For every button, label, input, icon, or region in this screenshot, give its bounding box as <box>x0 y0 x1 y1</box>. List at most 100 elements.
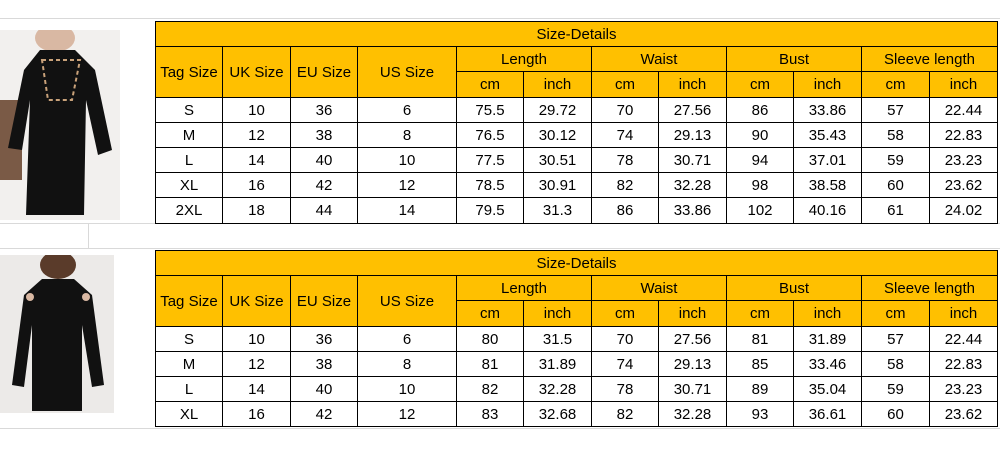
table-cell: 93 <box>726 401 794 427</box>
table-cell: 60 <box>861 172 930 198</box>
table-cell: 2XL <box>155 197 223 224</box>
table-cell: 8 <box>357 351 457 377</box>
table-cell: 35.43 <box>793 122 862 148</box>
group-header: Sleeve length <box>861 275 998 301</box>
table-cell: 80 <box>456 326 524 352</box>
group-header: Bust <box>726 46 862 72</box>
sheet-line <box>88 223 89 248</box>
unit-header: cm <box>456 300 524 327</box>
unit-header: cm <box>861 300 930 327</box>
unit-header: cm <box>861 71 930 98</box>
unit-header: cm <box>456 71 524 98</box>
column-header: UK Size <box>222 275 291 327</box>
table-cell: 30.71 <box>658 376 727 402</box>
table-cell: 38.58 <box>793 172 862 198</box>
table-title: Size-Details <box>155 250 998 276</box>
table-cell: 82 <box>456 376 524 402</box>
table-cell: 36 <box>290 97 358 123</box>
table-cell: 23.62 <box>929 401 998 427</box>
table-cell: 38 <box>290 351 358 377</box>
table-cell: 33.86 <box>658 197 727 224</box>
table-cell: 29.72 <box>523 97 592 123</box>
table-cell: 10 <box>357 147 457 173</box>
table-cell: M <box>155 351 223 377</box>
unit-header: inch <box>523 71 592 98</box>
column-header: EU Size <box>290 275 358 327</box>
table-cell: 23.62 <box>929 172 998 198</box>
table-cell: 31.5 <box>523 326 592 352</box>
table-cell: 16 <box>222 172 291 198</box>
table-cell: 102 <box>726 197 794 224</box>
table-cell: 82 <box>591 401 659 427</box>
table-cell: 33.46 <box>793 351 862 377</box>
group-header: Length <box>456 275 592 301</box>
unit-header: cm <box>726 71 794 98</box>
product-photo <box>0 255 114 413</box>
table-cell: 59 <box>861 376 930 402</box>
unit-header: inch <box>658 71 727 98</box>
product-photo <box>0 30 120 220</box>
unit-header: cm <box>726 300 794 327</box>
table-title: Size-Details <box>155 21 998 47</box>
table-cell: 61 <box>861 197 930 224</box>
table-cell: 32.28 <box>523 376 592 402</box>
table-cell: 12 <box>222 122 291 148</box>
table-cell: 29.13 <box>658 122 727 148</box>
table-cell: S <box>155 326 223 352</box>
table-cell: 59 <box>861 147 930 173</box>
table-cell: 70 <box>591 326 659 352</box>
table-cell: 70 <box>591 97 659 123</box>
sheet-line <box>0 248 1000 249</box>
column-header: EU Size <box>290 46 358 98</box>
table-cell: 12 <box>357 401 457 427</box>
table-cell: 90 <box>726 122 794 148</box>
table-cell: L <box>155 147 223 173</box>
table-cell: 12 <box>222 351 291 377</box>
table-cell: 30.71 <box>658 147 727 173</box>
sheet-line <box>0 428 1000 429</box>
table-cell: 44 <box>290 197 358 224</box>
table-cell: 37.01 <box>793 147 862 173</box>
table-cell: 30.12 <box>523 122 592 148</box>
table-cell: 27.56 <box>658 326 727 352</box>
column-header: Tag Size <box>155 46 223 98</box>
table-cell: 33.86 <box>793 97 862 123</box>
table-cell: 14 <box>222 147 291 173</box>
table-cell: 32.68 <box>523 401 592 427</box>
group-header: Sleeve length <box>861 46 998 72</box>
table-cell: 58 <box>861 351 930 377</box>
table-cell: 86 <box>726 97 794 123</box>
table-cell: 6 <box>357 97 457 123</box>
table-cell: 81 <box>456 351 524 377</box>
table-cell: 10 <box>357 376 457 402</box>
unit-header: cm <box>591 71 659 98</box>
table-cell: 82 <box>591 172 659 198</box>
table-cell: 16 <box>222 401 291 427</box>
table-cell: 60 <box>861 401 930 427</box>
table-cell: 36.61 <box>793 401 862 427</box>
table-cell: 79.5 <box>456 197 524 224</box>
table-cell: 40.16 <box>793 197 862 224</box>
table-cell: 75.5 <box>456 97 524 123</box>
unit-header: inch <box>658 300 727 327</box>
table-cell: 77.5 <box>456 147 524 173</box>
column-header: UK Size <box>222 46 291 98</box>
column-header: US Size <box>357 275 457 327</box>
column-header: US Size <box>357 46 457 98</box>
table-cell: 18 <box>222 197 291 224</box>
table-cell: 32.28 <box>658 401 727 427</box>
table-cell: M <box>155 122 223 148</box>
table-cell: 22.44 <box>929 97 998 123</box>
table-cell: 81 <box>726 326 794 352</box>
table-cell: 14 <box>222 376 291 402</box>
unit-header: inch <box>793 300 862 327</box>
table-cell: XL <box>155 172 223 198</box>
table-cell: 57 <box>861 97 930 123</box>
table-cell: 40 <box>290 376 358 402</box>
table-cell: 38 <box>290 122 358 148</box>
table-cell: 10 <box>222 97 291 123</box>
table-cell: 30.91 <box>523 172 592 198</box>
table-cell: 29.13 <box>658 351 727 377</box>
group-header: Length <box>456 46 592 72</box>
